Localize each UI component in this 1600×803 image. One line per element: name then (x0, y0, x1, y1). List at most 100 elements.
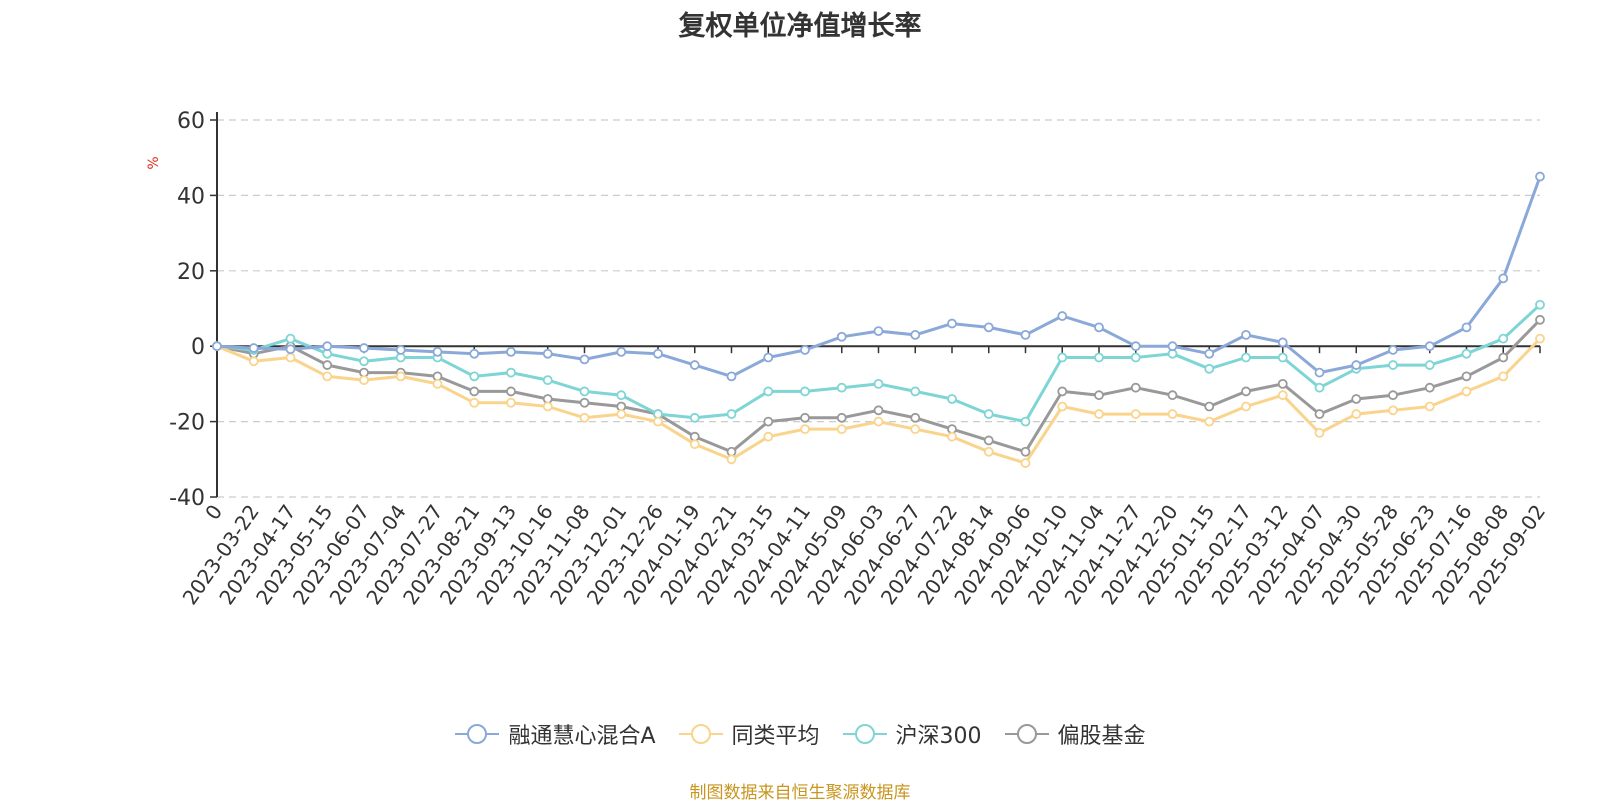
y-axis-unit-label: % (146, 156, 162, 169)
legend-item[interactable]: 沪深300 (842, 718, 982, 750)
data-point (1388, 405, 1398, 416)
data-point (800, 424, 810, 435)
data-point (395, 345, 406, 355)
data-point (1351, 394, 1362, 404)
data-point (579, 354, 590, 365)
data-point (1314, 382, 1325, 393)
data-point (1020, 329, 1031, 340)
data-point (579, 412, 590, 423)
data-point (432, 346, 443, 357)
data-point (506, 386, 516, 397)
data-point (1388, 360, 1398, 370)
data-point (1057, 311, 1068, 321)
legend-marker-icon (1004, 724, 1049, 744)
data-point (726, 371, 737, 382)
data-point (1057, 386, 1068, 397)
data-point (542, 401, 553, 412)
data-point (1424, 382, 1435, 393)
data-point (800, 345, 810, 355)
data-point (1535, 314, 1545, 325)
data-point (579, 386, 590, 397)
data-point (983, 409, 994, 419)
data-point (542, 348, 553, 359)
data-point (469, 348, 480, 359)
data-point (1535, 299, 1545, 310)
data-point (1388, 390, 1398, 401)
data-point (506, 346, 516, 357)
data-point (910, 386, 921, 397)
data-point (1461, 322, 1472, 333)
data-point (469, 397, 480, 408)
data-point (763, 416, 774, 427)
data-point (1094, 322, 1104, 333)
data-point (285, 333, 296, 344)
data-point (873, 416, 884, 427)
data-point (1130, 409, 1141, 419)
data-point (1167, 390, 1178, 401)
data-point (873, 378, 884, 389)
data-point (616, 390, 627, 401)
data-point (873, 405, 884, 416)
data-point (322, 360, 333, 370)
data-point (689, 412, 700, 423)
legend-marker-icon (678, 724, 723, 744)
data-point (910, 424, 921, 435)
data-point (1351, 360, 1362, 370)
data-point (1241, 401, 1251, 412)
data-point (1535, 171, 1545, 182)
data-point (395, 371, 406, 382)
data-point (1057, 352, 1068, 363)
data-point (1204, 416, 1215, 427)
data-point (1020, 458, 1031, 468)
data-point (1314, 367, 1325, 378)
data-point (910, 412, 921, 423)
legend-marker-icon (455, 724, 500, 744)
data-point (1424, 360, 1435, 370)
data-point (1461, 386, 1472, 397)
data-point (1167, 341, 1178, 352)
data-point (1094, 409, 1104, 419)
data-point (1167, 409, 1178, 419)
data-point (1057, 401, 1068, 412)
data-point (469, 371, 480, 382)
legend-label: 偏股基金 (1057, 724, 1146, 749)
x-tick-label: 0 (200, 500, 227, 524)
data-point (947, 318, 957, 329)
chart-title: 复权单位净值增长率 (678, 11, 922, 42)
legend-item[interactable]: 同类平均 (678, 718, 820, 750)
data-point (1130, 341, 1141, 352)
data-point (1020, 416, 1031, 427)
data-point (800, 386, 810, 397)
y-tick-label: -40 (169, 486, 205, 511)
data-point (1424, 341, 1435, 352)
legend-item[interactable]: 融通慧心混合A (454, 718, 656, 750)
y-tick-label: 0 (191, 335, 205, 360)
data-point (763, 386, 774, 397)
data-point (763, 431, 774, 442)
data-point (873, 326, 884, 337)
data-point (653, 348, 663, 359)
data-point (763, 352, 774, 363)
data-point (542, 375, 553, 386)
data-point (285, 352, 296, 363)
data-point (359, 375, 369, 386)
data-point (1388, 345, 1398, 355)
data-point (506, 367, 516, 378)
data-point (653, 416, 663, 427)
data-point (285, 344, 296, 355)
data-point (836, 382, 847, 393)
legend-label: 融通慧心混合A (508, 724, 656, 749)
data-point (689, 360, 700, 370)
data-point (1094, 352, 1104, 363)
data-point (1130, 382, 1141, 393)
data-point (800, 412, 810, 423)
data-point (359, 356, 369, 367)
data-point (1204, 401, 1215, 412)
legend-item[interactable]: 偏股基金 (1004, 718, 1146, 750)
data-point (1277, 352, 1288, 363)
data-point (616, 409, 627, 419)
grid-lines (217, 119, 1540, 498)
data-point (689, 439, 700, 450)
data-point (726, 409, 737, 419)
data-point (1277, 378, 1288, 389)
